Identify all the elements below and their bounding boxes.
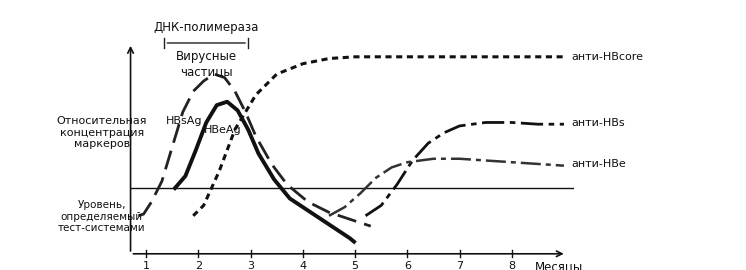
Text: 1: 1 (142, 261, 150, 270)
Text: анти-HBe: анти-HBe (571, 159, 627, 169)
Text: Относительная
концентрация
маркеров: Относительная концентрация маркеров (57, 116, 147, 149)
Text: 7: 7 (456, 261, 463, 270)
Text: ДНК-полимераза: ДНК-полимераза (154, 21, 259, 34)
Text: 5: 5 (351, 261, 359, 270)
Text: анти-HBs: анти-HBs (571, 118, 625, 128)
Text: Вирусные
частицы: Вирусные частицы (176, 50, 236, 78)
Text: анти-HBcore: анти-HBcore (571, 52, 644, 62)
Text: HBsAg: HBsAg (166, 116, 203, 126)
Text: 3: 3 (247, 261, 254, 270)
Text: 2: 2 (195, 261, 202, 270)
Text: 6: 6 (404, 261, 411, 270)
Text: 4: 4 (299, 261, 307, 270)
Text: 8: 8 (508, 261, 515, 270)
Text: Уровень,
определяемый
тест-системами: Уровень, определяемый тест-системами (58, 200, 145, 234)
Text: HBeAg: HBeAg (204, 125, 241, 135)
Text: Месяцы: Месяцы (535, 261, 583, 270)
